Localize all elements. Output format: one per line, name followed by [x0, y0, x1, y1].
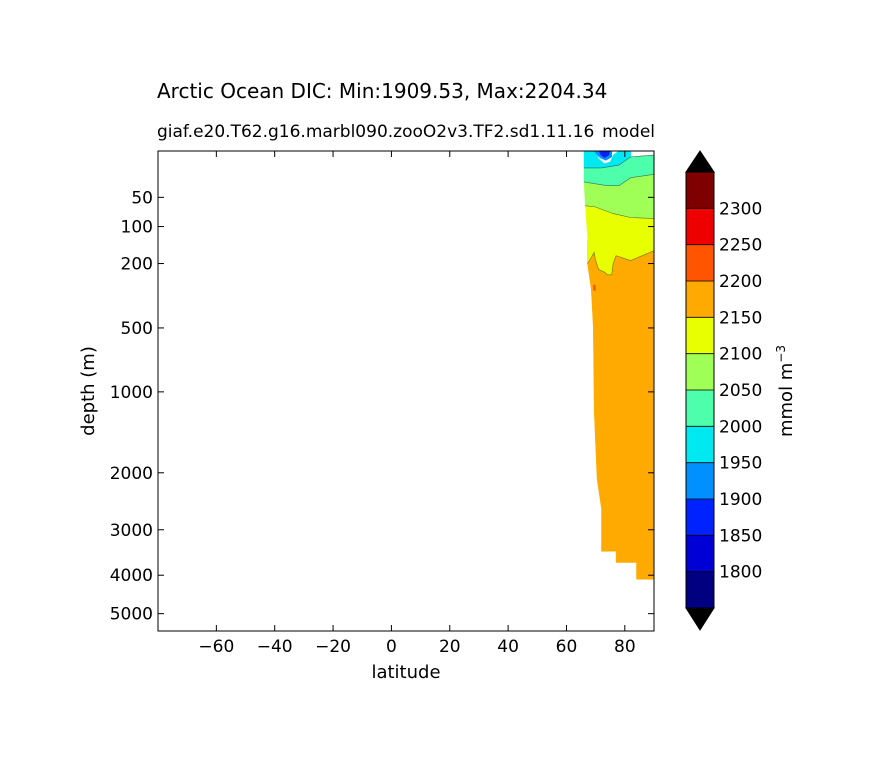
y-tick-label: 5000	[110, 605, 153, 625]
x-tick-label: 20	[439, 637, 461, 657]
plot-background	[158, 151, 654, 631]
colorbar-tick-label: 1950	[719, 454, 762, 474]
contour-regions	[583, 151, 654, 580]
chart-title: Arctic Ocean DIC: Min:1909.53, Max:2204.…	[157, 79, 607, 103]
colorbar-segment	[686, 208, 714, 245]
y-tick-label: 500	[121, 319, 153, 339]
colorbar-segment	[686, 571, 714, 609]
x-tick-label: 40	[497, 637, 519, 657]
y-axis-label: depth (m)	[78, 346, 99, 436]
x-tick-label: −60	[198, 637, 234, 657]
y-tick-label: 2000	[110, 464, 153, 484]
contour-line-2	[585, 205, 654, 219]
colorbar-extend-min	[685, 607, 715, 631]
y-axis: 50 100 200 500 1000 2000 3000 4000 5000	[110, 188, 654, 625]
y-tick-label: 200	[121, 255, 153, 275]
colorbar-tick-label: 2050	[719, 381, 762, 401]
x-tick-label: −20	[315, 637, 351, 657]
colorbar-segment	[686, 244, 714, 282]
colorbar-segment	[686, 281, 714, 318]
colorbar-tick-label: 2200	[719, 272, 762, 292]
y-tick-label: 1000	[110, 383, 153, 403]
x-tick-label: 0	[386, 637, 397, 657]
contour-line-3	[587, 250, 654, 276]
y-tick-label: 100	[121, 218, 153, 238]
colorbar-segment	[686, 426, 714, 463]
contour-region-6	[598, 151, 610, 159]
colorbar-tick-label: 2300	[719, 199, 762, 219]
colorbar-tick-label: 1850	[719, 526, 762, 546]
x-tick-label: 60	[556, 637, 578, 657]
colorbar-tick-label: 1900	[719, 490, 762, 510]
colorbar-segment	[686, 462, 714, 500]
colorbar-segment	[686, 353, 714, 391]
colorbar-label-exponent: −3	[774, 345, 788, 363]
contour-region-7	[593, 284, 596, 292]
colorbar-extend-max	[685, 150, 715, 173]
colorbar-segment	[686, 172, 714, 209]
contour-line-1	[583, 174, 654, 186]
colorbar-tick-label: 2100	[719, 345, 762, 365]
contour-line-0	[584, 154, 654, 169]
colorbar-segment	[686, 317, 714, 354]
colorbar-frame	[685, 171, 715, 609]
colorbar-tick-label: 2250	[719, 236, 762, 256]
x-tick-label: 80	[614, 637, 636, 657]
x-axis: −60 −40 −20 0 20 40 60 80	[198, 151, 636, 657]
colorbar-segment	[686, 535, 714, 572]
plot-area	[157, 150, 655, 632]
x-axis-label: latitude	[371, 662, 440, 683]
chart-subtitle-right: model	[602, 122, 655, 142]
colorbar-tick-label: 1800	[719, 563, 762, 583]
colorbar-segment	[686, 390, 714, 427]
y-tick-label: 4000	[110, 566, 153, 586]
x-tick-label: −40	[257, 637, 293, 657]
plot-frame	[157, 150, 655, 632]
colorbar: 1800 1850 1900 1950 2000 2050 2100 2150 2200 2250…	[685, 150, 762, 631]
colorbar-segment	[686, 499, 714, 536]
colorbar-label: mmol m−3	[774, 345, 797, 437]
y-tick-label: 50	[131, 188, 153, 208]
y-tick-label: 3000	[110, 521, 153, 541]
colorbar-tick-label: 2000	[719, 417, 762, 437]
contour-lines	[583, 154, 654, 276]
colorbar-tick-label: 2150	[719, 308, 762, 328]
colorbar-label-main: mmol m	[776, 363, 797, 437]
chart-subtitle-left: giaf.e20.T62.g16.marbl090.zooO2v3.TF2.sd…	[157, 122, 594, 142]
